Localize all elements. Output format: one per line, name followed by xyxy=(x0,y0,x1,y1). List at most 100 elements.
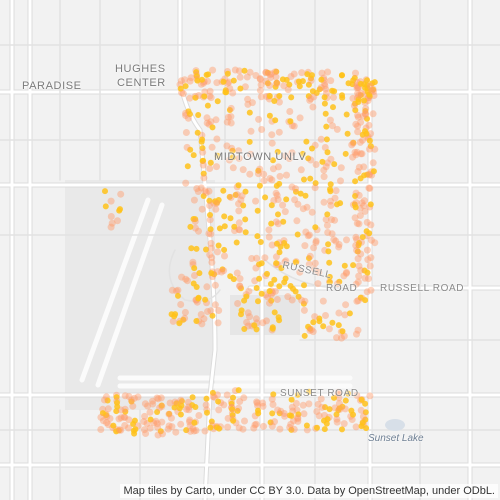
incident-point xyxy=(366,145,373,153)
incident-point xyxy=(208,254,216,262)
incident-point xyxy=(154,395,162,403)
incident-point xyxy=(280,82,288,90)
incident-point xyxy=(318,76,325,83)
incident-point xyxy=(227,119,235,127)
incident-point xyxy=(207,118,215,126)
incident-point xyxy=(189,394,196,401)
incident-point xyxy=(99,410,106,417)
incident-point xyxy=(352,204,359,211)
incident-point xyxy=(255,298,261,305)
incident-point xyxy=(229,406,236,413)
incident-point xyxy=(293,188,299,195)
incident-point xyxy=(266,112,273,119)
incident-point xyxy=(158,402,165,409)
incident-point xyxy=(296,114,304,122)
incident-point xyxy=(256,182,263,189)
incident-point xyxy=(314,400,322,408)
incident-point xyxy=(335,400,343,408)
incident-point xyxy=(257,93,265,101)
incident-point xyxy=(242,216,249,223)
incident-point xyxy=(322,312,329,319)
incident-point xyxy=(366,392,374,400)
incident-point xyxy=(290,70,298,78)
incident-point xyxy=(183,427,190,434)
incident-point xyxy=(345,390,351,397)
incident-point xyxy=(101,396,108,404)
incident-point xyxy=(231,66,239,74)
incident-point xyxy=(354,168,362,175)
incident-point xyxy=(246,313,253,321)
incident-point xyxy=(352,233,360,241)
incident-point xyxy=(201,93,208,100)
incident-point xyxy=(349,153,357,161)
incident-point xyxy=(99,417,107,425)
incident-point xyxy=(252,420,260,428)
incident-point xyxy=(172,287,180,295)
incident-point xyxy=(354,113,362,121)
incident-point xyxy=(317,84,325,92)
incident-point xyxy=(282,152,290,160)
incident-point xyxy=(360,197,368,205)
incident-point xyxy=(355,163,363,171)
incident-point xyxy=(220,78,227,85)
incident-point xyxy=(339,426,345,433)
incident-point xyxy=(274,220,282,228)
incident-point xyxy=(220,401,228,409)
incident-point xyxy=(200,157,207,164)
incident-point xyxy=(264,270,270,277)
incident-point xyxy=(294,417,302,425)
incident-point xyxy=(266,71,274,79)
incident-point xyxy=(280,410,288,417)
incident-point xyxy=(292,400,300,407)
incident-point xyxy=(167,414,175,422)
incident-point xyxy=(185,403,193,411)
incident-point xyxy=(314,424,320,431)
incident-point xyxy=(274,196,282,203)
incident-point xyxy=(313,90,320,96)
incident-point xyxy=(322,404,328,411)
incident-point xyxy=(329,319,336,326)
incident-point xyxy=(121,422,129,429)
incident-point xyxy=(204,308,211,315)
incident-point xyxy=(264,80,271,87)
incident-point xyxy=(355,96,362,103)
incident-point xyxy=(181,308,189,316)
incident-point xyxy=(335,394,343,402)
label-russell-road: RUSSELL ROAD xyxy=(380,283,465,294)
incident-point xyxy=(200,174,208,182)
incident-point xyxy=(342,150,349,157)
incident-point xyxy=(207,94,215,102)
incident-point xyxy=(243,293,250,300)
incident-point xyxy=(332,187,340,195)
map-attribution[interactable]: Map tiles by Carto, under CC BY 3.0. Dat… xyxy=(120,484,498,498)
incident-point xyxy=(305,231,313,239)
incident-point xyxy=(345,80,352,87)
incident-point xyxy=(291,196,299,204)
incident-point xyxy=(342,269,350,277)
incident-point xyxy=(243,318,251,326)
incident-point xyxy=(336,278,343,285)
incident-point xyxy=(165,410,173,418)
incident-point xyxy=(268,70,275,78)
incident-point xyxy=(284,86,292,94)
incident-point xyxy=(173,400,180,407)
incident-point xyxy=(203,246,209,253)
incident-point xyxy=(262,68,270,76)
incident-point xyxy=(341,311,349,319)
incident-point xyxy=(276,172,284,180)
incident-point xyxy=(256,275,263,282)
runways xyxy=(79,197,353,389)
incident-point xyxy=(227,215,234,222)
incident-point xyxy=(343,268,350,276)
incident-point xyxy=(233,191,241,199)
incident-point xyxy=(290,122,298,130)
incident-point xyxy=(128,398,135,405)
incident-point xyxy=(364,269,371,276)
incident-point xyxy=(252,197,260,205)
incident-point xyxy=(181,76,189,84)
incident-point xyxy=(215,398,222,405)
incident-point xyxy=(144,402,152,410)
incident-point xyxy=(107,223,115,231)
incident-point xyxy=(311,259,319,267)
